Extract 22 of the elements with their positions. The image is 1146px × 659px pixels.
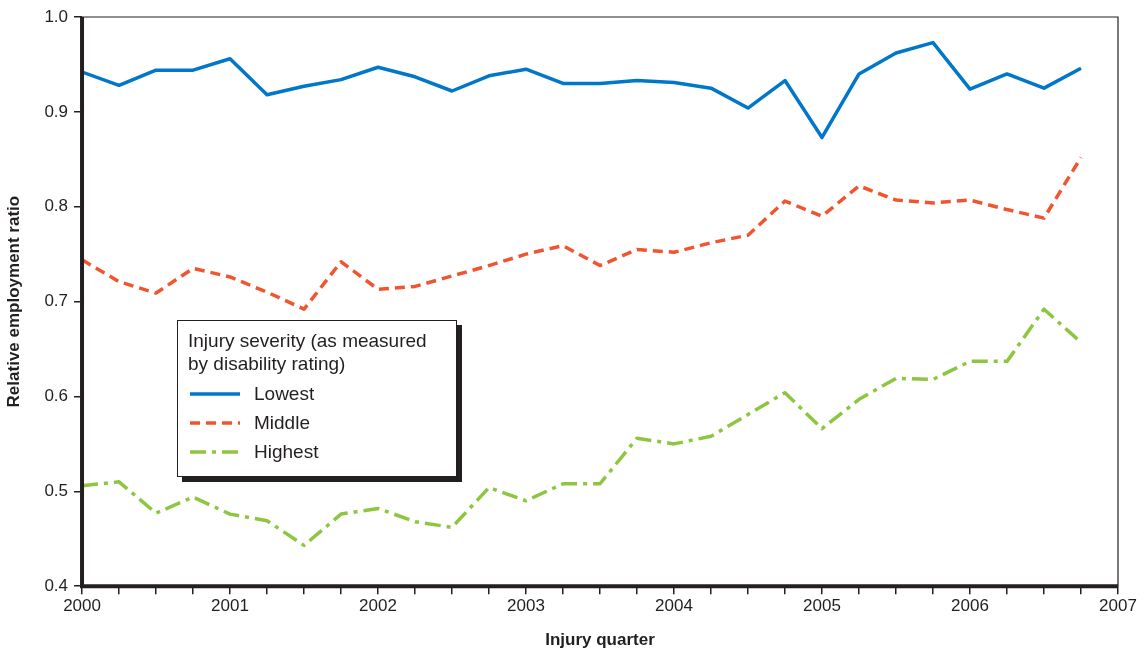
y-axis-title: Relative employment ratio bbox=[3, 195, 23, 408]
y-tick-label: 0.6 bbox=[44, 386, 69, 406]
x-axis-title: Injury quarter bbox=[545, 630, 656, 650]
x-tick-label: 2000 bbox=[63, 596, 101, 616]
legend-label: Middle bbox=[254, 411, 310, 434]
legend-title: Injury severity (as measured by disability rating) bbox=[188, 329, 428, 375]
y-tick-label: 0.7 bbox=[44, 291, 69, 311]
legend-label: Lowest bbox=[254, 382, 315, 405]
y-tick-label: 0.9 bbox=[44, 101, 69, 121]
y-tick-label: 1.0 bbox=[44, 6, 69, 26]
x-tick-label: 2006 bbox=[951, 596, 989, 616]
line-series bbox=[82, 155, 1083, 311]
x-tick-label: 2005 bbox=[803, 596, 841, 616]
x-tick-label: 2002 bbox=[359, 596, 397, 616]
legend-label: Highest bbox=[254, 440, 319, 463]
x-tick-label: 2003 bbox=[507, 596, 545, 616]
x-tick-label: 2001 bbox=[211, 596, 249, 616]
y-tick-label: 0.8 bbox=[44, 196, 69, 216]
x-tick-label: 2007 bbox=[1099, 596, 1137, 616]
y-tick-label: 0.5 bbox=[44, 481, 69, 501]
x-tick-label: 2004 bbox=[655, 596, 693, 616]
y-tick-label: 0.4 bbox=[44, 575, 69, 595]
